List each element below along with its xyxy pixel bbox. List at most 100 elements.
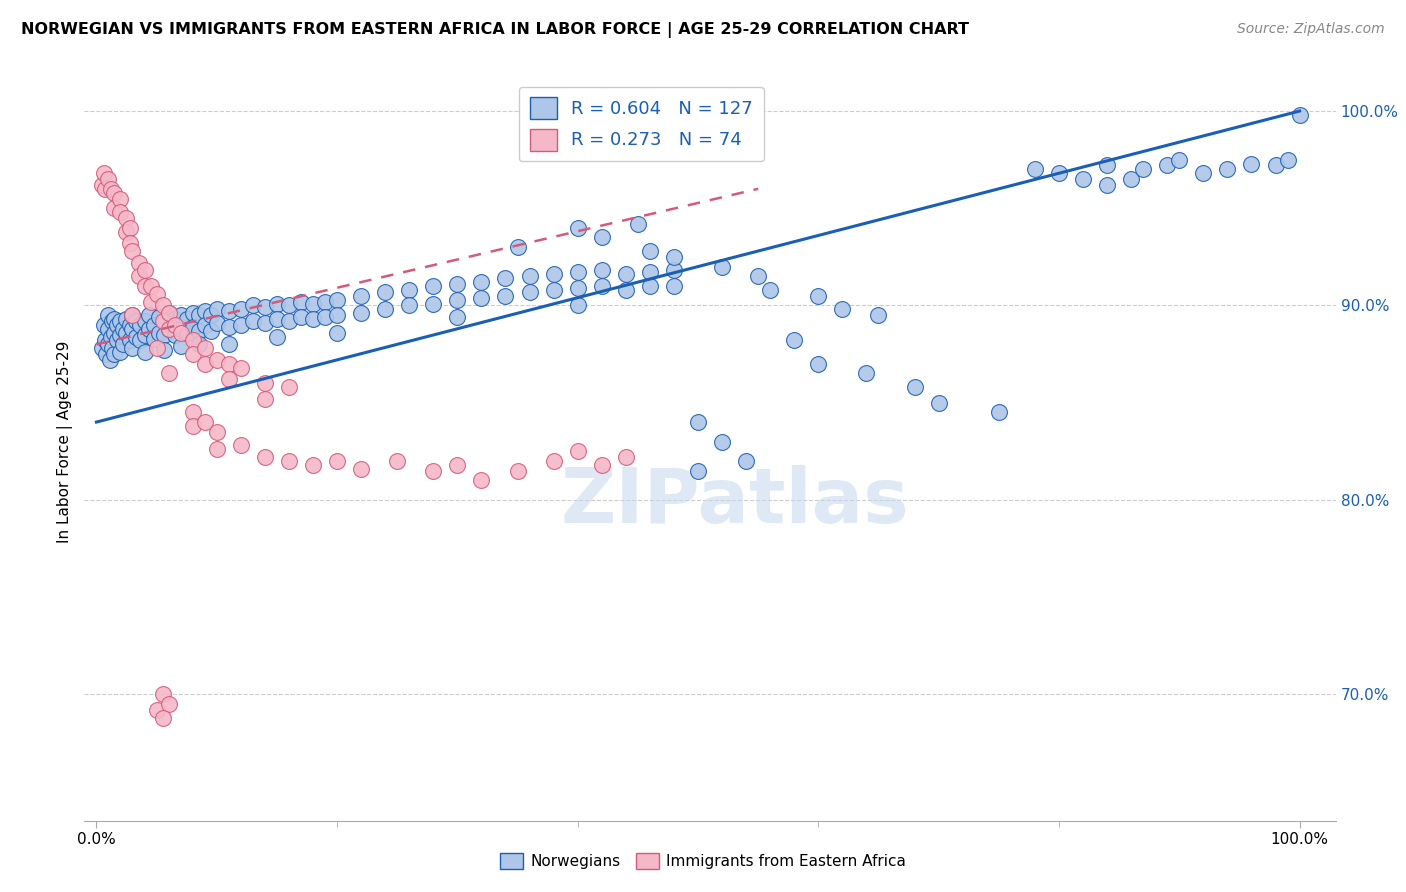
Point (110, 314, 132, 328)
Point (614, 283, 637, 297)
Point (176, 326, 198, 340)
Point (314, 310, 336, 325)
Point (145, 703, 167, 717)
Point (495, 289, 517, 303)
Point (1240, 156, 1263, 170)
Point (152, 314, 174, 328)
Point (128, 269, 150, 284)
Point (163, 327, 186, 342)
Point (591, 230, 613, 244)
Point (398, 298, 420, 312)
Point (205, 352, 228, 367)
Point (205, 425, 228, 439)
Point (145, 341, 167, 355)
Point (101, 314, 124, 328)
Point (218, 337, 240, 351)
Point (134, 327, 156, 342)
Point (519, 269, 541, 284)
Point (374, 302, 396, 317)
Point (350, 306, 373, 320)
Point (735, 454, 758, 468)
Point (1216, 162, 1239, 177)
Point (134, 314, 156, 328)
Point (1024, 162, 1046, 177)
Point (350, 289, 373, 303)
Point (543, 454, 565, 468)
Point (148, 326, 170, 340)
Point (627, 217, 650, 231)
Point (1047, 166, 1070, 180)
Point (591, 458, 613, 472)
Point (229, 302, 252, 317)
Point (169, 308, 191, 322)
Point (662, 250, 685, 264)
Point (121, 308, 143, 322)
Point (1071, 172, 1094, 186)
Point (138, 322, 160, 336)
Point (1121, 172, 1143, 186)
Point (194, 415, 217, 429)
Point (97, 337, 120, 351)
Point (422, 296, 444, 310)
Point (506, 240, 529, 254)
Point (94, 182, 117, 196)
Point (181, 306, 204, 320)
Point (105, 334, 128, 348)
Point (128, 255, 150, 269)
Point (1156, 159, 1178, 173)
Point (253, 392, 276, 406)
Point (152, 343, 174, 358)
Point (686, 415, 709, 429)
Point (93, 166, 115, 180)
Point (121, 322, 143, 336)
Point (152, 298, 174, 312)
Point (93, 318, 115, 332)
Point (662, 279, 685, 293)
Point (567, 220, 589, 235)
Point (187, 324, 209, 338)
Legend: Norwegians, Immigrants from Eastern Africa: Norwegians, Immigrants from Eastern Afri… (494, 847, 912, 875)
Point (120, 318, 142, 332)
Point (422, 279, 444, 293)
Point (115, 312, 138, 326)
Point (855, 367, 877, 381)
Point (218, 372, 240, 386)
Point (229, 318, 252, 332)
Point (152, 327, 174, 342)
Point (169, 339, 191, 353)
Point (98, 352, 121, 367)
Point (163, 318, 186, 332)
Point (181, 334, 204, 348)
Point (218, 357, 240, 371)
Point (638, 244, 661, 258)
Text: NORWEGIAN VS IMMIGRANTS FROM EASTERN AFRICA IN LABOR FORCE | AGE 25-29 CORRELATI: NORWEGIAN VS IMMIGRANTS FROM EASTERN AFR… (21, 22, 969, 38)
Point (277, 298, 299, 312)
Point (94, 334, 117, 348)
Point (266, 312, 288, 326)
Point (543, 283, 565, 297)
Point (1168, 153, 1191, 167)
Point (662, 263, 685, 277)
Point (543, 268, 565, 282)
Point (143, 331, 166, 345)
Point (103, 347, 125, 361)
Point (194, 357, 217, 371)
Point (200, 324, 222, 338)
Point (446, 293, 468, 307)
Point (253, 450, 276, 464)
Point (181, 405, 204, 419)
Point (157, 322, 180, 336)
Point (374, 285, 396, 299)
Point (194, 304, 217, 318)
Point (120, 236, 142, 251)
Point (326, 308, 349, 322)
Point (326, 326, 349, 340)
Point (229, 438, 252, 452)
Point (181, 419, 204, 434)
Point (110, 345, 132, 359)
Point (591, 263, 613, 277)
Point (163, 312, 186, 326)
Point (711, 260, 734, 274)
Point (470, 291, 492, 305)
Point (152, 710, 174, 724)
